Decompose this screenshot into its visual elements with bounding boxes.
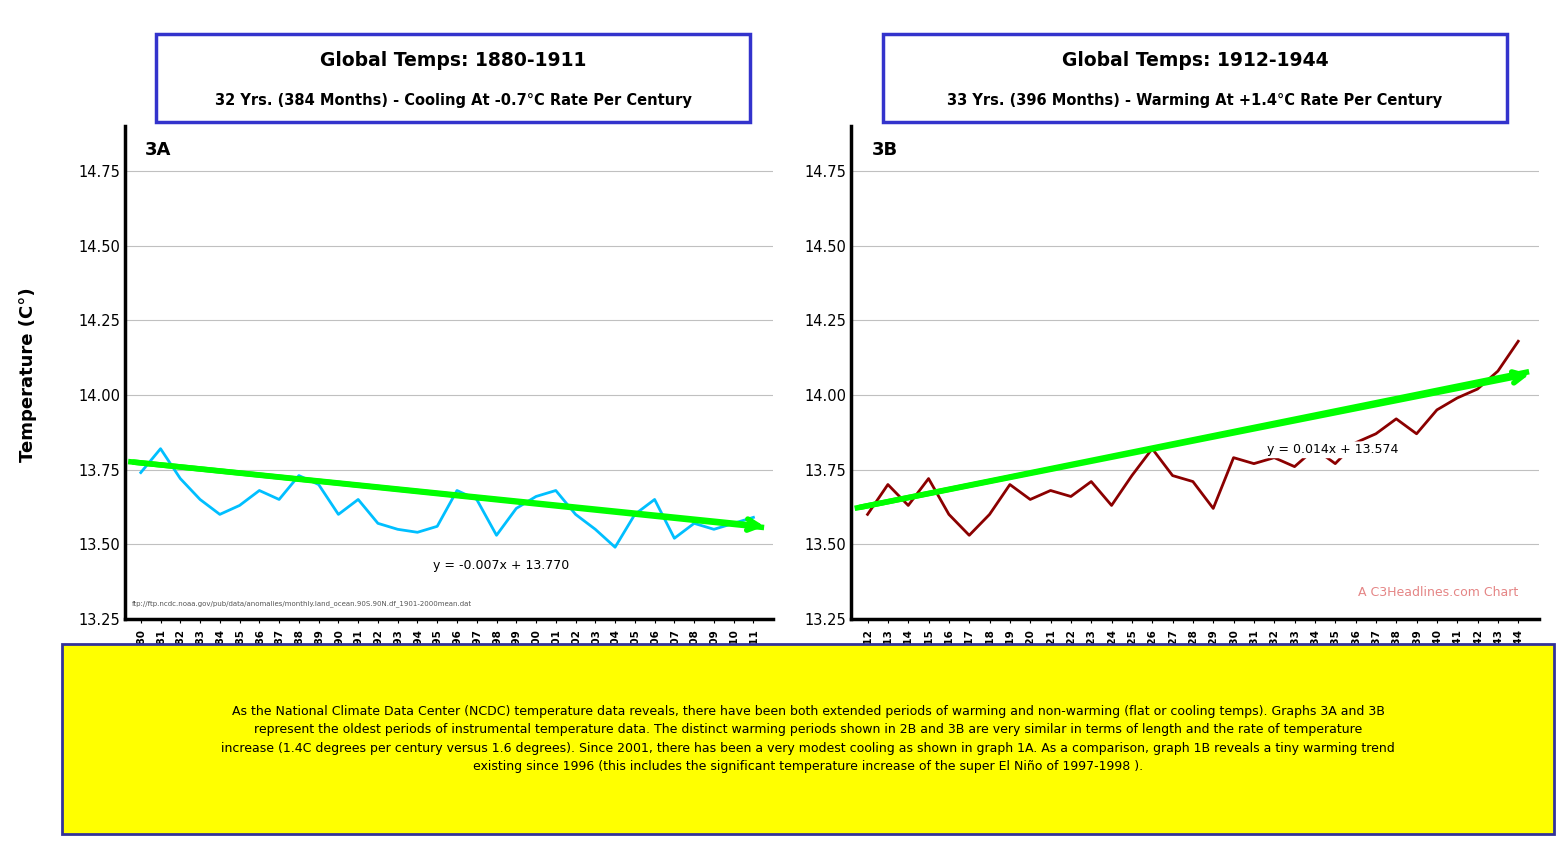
Text: Temperature (C°): Temperature (C°) — [19, 287, 37, 462]
Text: ftp://ftp.ncdc.noaa.gov/pub/data/anomalies/monthly.land_ocean.90S.90N.df_1901-20: ftp://ftp.ncdc.noaa.gov/pub/data/anomali… — [131, 600, 472, 606]
Text: A C3Headlines.com Chart: A C3Headlines.com Chart — [1357, 586, 1518, 600]
FancyBboxPatch shape — [883, 34, 1507, 122]
Text: 3B: 3B — [872, 141, 898, 159]
Text: y = 0.014x + 13.574: y = 0.014x + 13.574 — [1267, 444, 1398, 456]
Text: 33 Yrs. (396 Months) - Warming At +1.4°C Rate Per Century: 33 Yrs. (396 Months) - Warming At +1.4°C… — [948, 93, 1442, 109]
FancyBboxPatch shape — [156, 34, 750, 122]
Text: Global Temps: 1880-1911: Global Temps: 1880-1911 — [320, 51, 586, 70]
FancyBboxPatch shape — [62, 644, 1554, 834]
Text: y = -0.007x + 13.770: y = -0.007x + 13.770 — [433, 559, 569, 572]
Text: As the National Climate Data Center (NCDC) temperature data reveals, there have : As the National Climate Data Center (NCD… — [222, 705, 1395, 773]
Text: Global Temps: 1912-1944: Global Temps: 1912-1944 — [1062, 51, 1328, 70]
Text: 32 Yrs. (384 Months) - Cooling At -0.7°C Rate Per Century: 32 Yrs. (384 Months) - Cooling At -0.7°C… — [214, 93, 692, 109]
Text: 3A: 3A — [144, 141, 170, 159]
